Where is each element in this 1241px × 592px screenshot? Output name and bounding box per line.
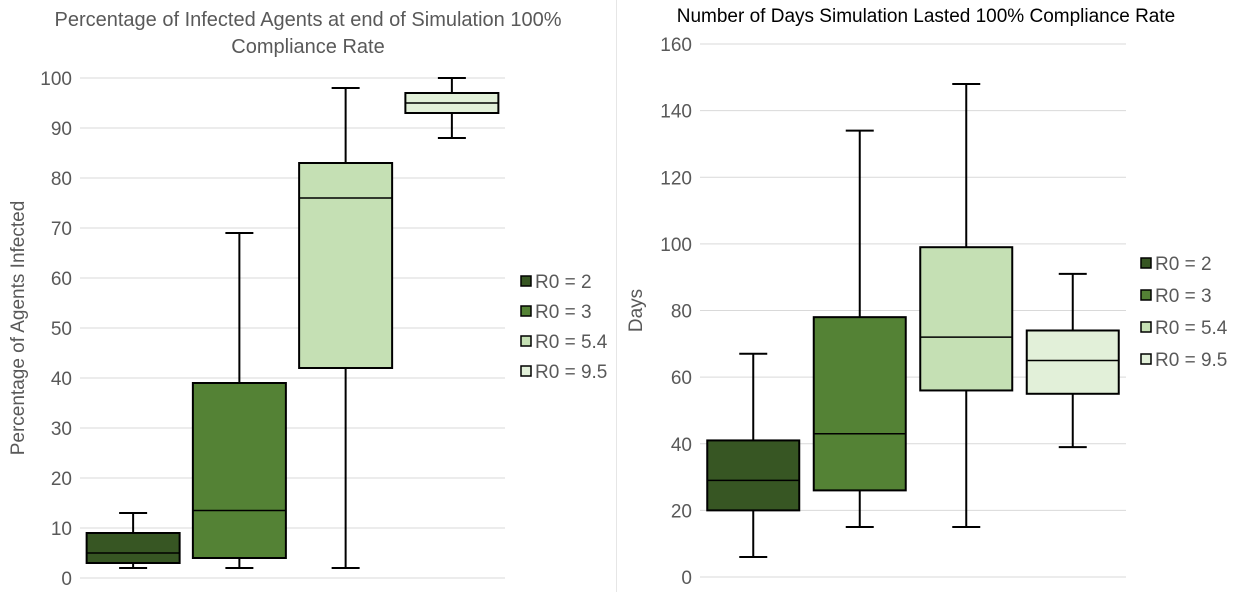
legend-label: R0 = 5.4 xyxy=(535,332,608,353)
chart-simulation-days-svg: Number of Days Simulation Lasted 100% Co… xyxy=(626,6,1228,589)
legend-label: R0 = 3 xyxy=(1155,286,1212,307)
box-series-2 xyxy=(812,129,907,529)
chart-infected-percentage: Percentage of Infected Agents at end of … xyxy=(0,0,610,592)
legend-label: R0 = 2 xyxy=(535,272,592,293)
y-tick-label: 30 xyxy=(51,419,72,440)
y-axis-label: Days xyxy=(626,289,647,332)
box-series-3 xyxy=(919,82,1014,529)
box-iqr xyxy=(191,382,287,559)
legend-label: R0 = 3 xyxy=(535,302,592,323)
legend-swatch xyxy=(520,335,532,347)
y-tick-label: 80 xyxy=(671,302,692,323)
box-series-3 xyxy=(298,87,394,569)
box-series-2 xyxy=(191,232,287,569)
legend-swatch xyxy=(520,275,532,287)
box-iqr xyxy=(298,162,394,369)
legend-swatch xyxy=(1140,257,1152,269)
legend-label: R0 = 5.4 xyxy=(1155,318,1228,339)
y-tick-label: 20 xyxy=(671,501,692,522)
y-tick-label: 40 xyxy=(671,435,692,456)
y-tick-label: 40 xyxy=(51,369,72,390)
y-tick-label: 0 xyxy=(61,569,72,590)
y-tick-label: 60 xyxy=(51,269,72,290)
box-iqr xyxy=(812,316,907,492)
y-tick-label: 100 xyxy=(40,69,72,90)
box-iqr xyxy=(1025,329,1120,395)
legend-swatch xyxy=(1140,353,1152,365)
box-iqr xyxy=(706,439,801,512)
box-series-1 xyxy=(706,352,801,559)
y-tick-label: 0 xyxy=(681,568,692,589)
box-series-4 xyxy=(404,77,500,139)
legend-swatch xyxy=(1140,289,1152,301)
legend-swatch xyxy=(520,305,532,317)
box-iqr xyxy=(919,246,1014,392)
legend-label: R0 = 2 xyxy=(1155,254,1212,275)
chart-title-line: Percentage of Infected Agents at end of … xyxy=(54,9,561,31)
y-tick-label: 60 xyxy=(671,368,692,389)
legend-label: R0 = 9.5 xyxy=(1155,350,1227,371)
y-tick-label: 10 xyxy=(51,519,72,540)
y-tick-label: 120 xyxy=(660,168,692,189)
y-tick-label: 80 xyxy=(51,169,72,190)
box-iqr xyxy=(85,532,181,564)
chart-infected-percentage-svg: Percentage of Infected Agents at end of … xyxy=(8,9,608,590)
y-axis-label: Percentage of Agents Infected xyxy=(8,201,29,456)
chart-divider xyxy=(616,0,617,592)
y-tick-label: 140 xyxy=(660,102,692,123)
box-series-1 xyxy=(85,512,181,569)
chart-simulation-days: Number of Days Simulation Lasted 100% Co… xyxy=(618,0,1241,592)
legend-label: R0 = 9.5 xyxy=(535,362,607,383)
legend-swatch xyxy=(520,365,532,377)
y-tick-label: 100 xyxy=(660,235,692,256)
y-tick-label: 20 xyxy=(51,469,72,490)
y-tick-label: 70 xyxy=(51,219,72,240)
chart-title-line: Number of Days Simulation Lasted 100% Co… xyxy=(677,6,1175,27)
y-tick-label: 90 xyxy=(51,119,72,140)
y-tick-label: 160 xyxy=(660,35,692,56)
legend-swatch xyxy=(1140,321,1152,333)
chart-title-line: Compliance Rate xyxy=(231,36,384,58)
y-tick-label: 50 xyxy=(51,319,72,340)
box-series-4 xyxy=(1025,272,1120,449)
